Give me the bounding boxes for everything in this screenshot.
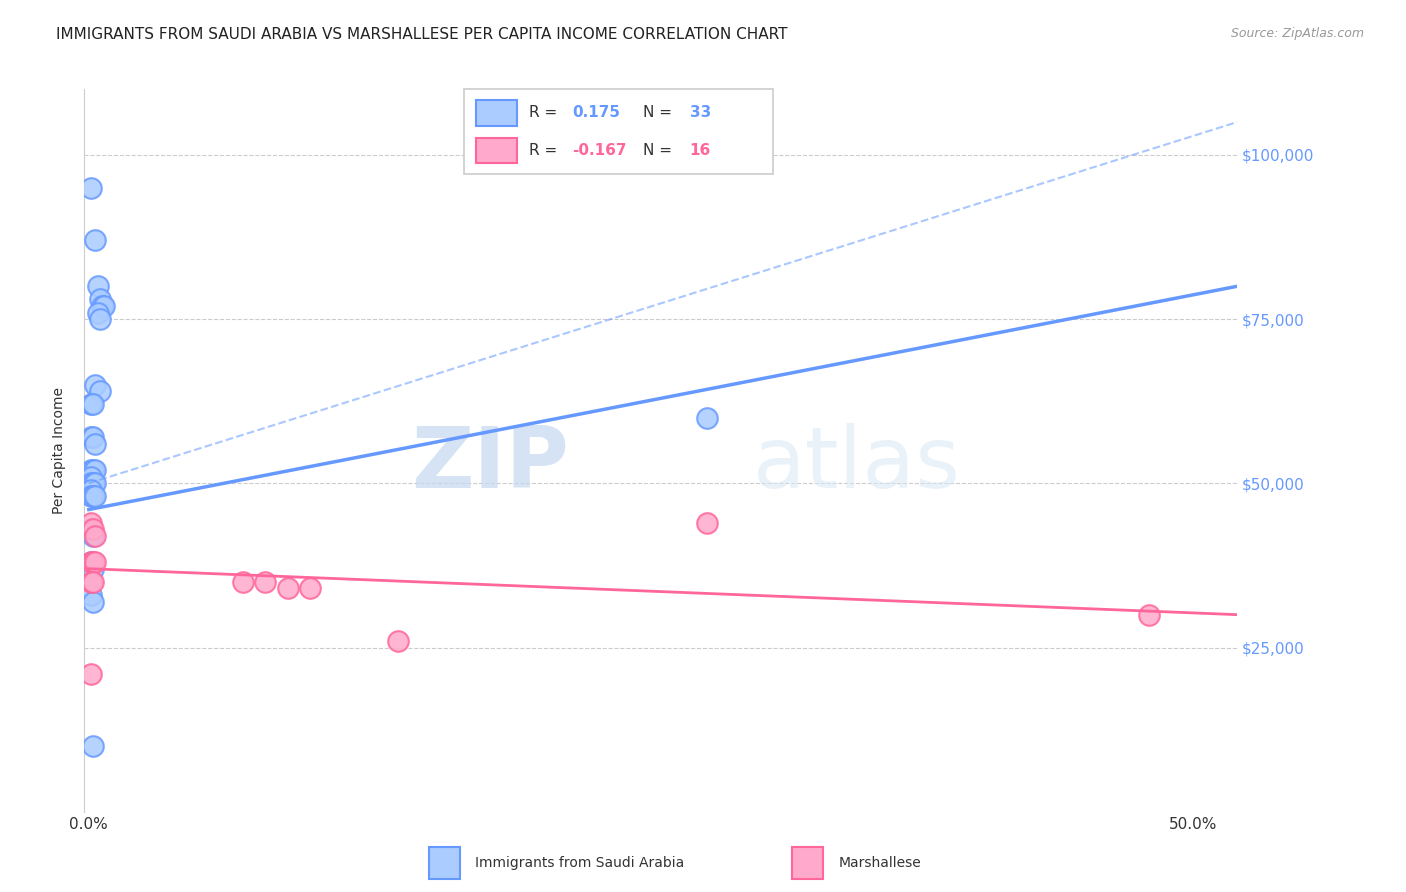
- Y-axis label: Per Capita Income: Per Capita Income: [52, 387, 66, 514]
- Text: ZIP: ZIP: [411, 424, 568, 507]
- Point: [84, 476, 107, 491]
- Point: [82, 562, 104, 576]
- Point: [82, 555, 104, 569]
- Point: [84, 377, 107, 392]
- Point: [89, 293, 111, 307]
- Point: [232, 574, 254, 589]
- Point: [82, 574, 104, 589]
- Point: [89, 384, 111, 399]
- Point: [86, 279, 108, 293]
- Point: [696, 410, 718, 425]
- Text: IMMIGRANTS FROM SAUDI ARABIA VS MARSHALLESE PER CAPITA INCOME CORRELATION CHART: IMMIGRANTS FROM SAUDI ARABIA VS MARSHALL…: [56, 27, 787, 42]
- FancyBboxPatch shape: [464, 89, 773, 174]
- Point: [86, 305, 108, 319]
- Text: 16: 16: [690, 143, 711, 158]
- Point: [82, 397, 104, 411]
- Text: 33: 33: [690, 105, 711, 120]
- Point: [80, 555, 103, 569]
- Text: N =: N =: [644, 105, 678, 120]
- Point: [80, 516, 103, 530]
- Point: [82, 522, 104, 536]
- Point: [254, 574, 277, 589]
- Point: [80, 574, 103, 589]
- Point: [93, 299, 115, 313]
- Point: [82, 594, 104, 608]
- Point: [387, 634, 409, 648]
- Point: [84, 555, 107, 569]
- Point: [1137, 607, 1160, 622]
- Point: [82, 476, 104, 491]
- Point: [84, 490, 107, 504]
- Point: [80, 476, 103, 491]
- Text: Marshallese: Marshallese: [838, 856, 921, 870]
- Point: [80, 666, 103, 681]
- Point: [696, 516, 718, 530]
- Text: R =: R =: [529, 143, 562, 158]
- Text: N =: N =: [644, 143, 678, 158]
- Text: Source: ZipAtlas.com: Source: ZipAtlas.com: [1230, 27, 1364, 40]
- FancyBboxPatch shape: [477, 137, 516, 163]
- FancyBboxPatch shape: [793, 847, 824, 880]
- Point: [82, 490, 104, 504]
- Point: [82, 463, 104, 477]
- Point: [80, 490, 103, 504]
- Point: [89, 312, 111, 326]
- Text: 0.175: 0.175: [572, 105, 620, 120]
- Text: Immigrants from Saudi Arabia: Immigrants from Saudi Arabia: [475, 856, 685, 870]
- Point: [80, 180, 103, 194]
- Point: [80, 469, 103, 483]
- FancyBboxPatch shape: [477, 100, 516, 126]
- Point: [80, 588, 103, 602]
- Point: [80, 463, 103, 477]
- Point: [80, 430, 103, 444]
- Point: [84, 463, 107, 477]
- Text: -0.167: -0.167: [572, 143, 627, 158]
- Point: [80, 483, 103, 497]
- Point: [82, 430, 104, 444]
- FancyBboxPatch shape: [429, 847, 460, 880]
- Point: [80, 522, 103, 536]
- Point: [82, 529, 104, 543]
- Point: [277, 582, 299, 596]
- Text: atlas: atlas: [754, 424, 962, 507]
- Text: R =: R =: [529, 105, 562, 120]
- Point: [80, 555, 103, 569]
- Point: [91, 299, 114, 313]
- Point: [84, 437, 107, 451]
- Point: [298, 582, 321, 596]
- Point: [84, 233, 107, 247]
- Point: [84, 529, 107, 543]
- Point: [80, 397, 103, 411]
- Point: [82, 739, 104, 753]
